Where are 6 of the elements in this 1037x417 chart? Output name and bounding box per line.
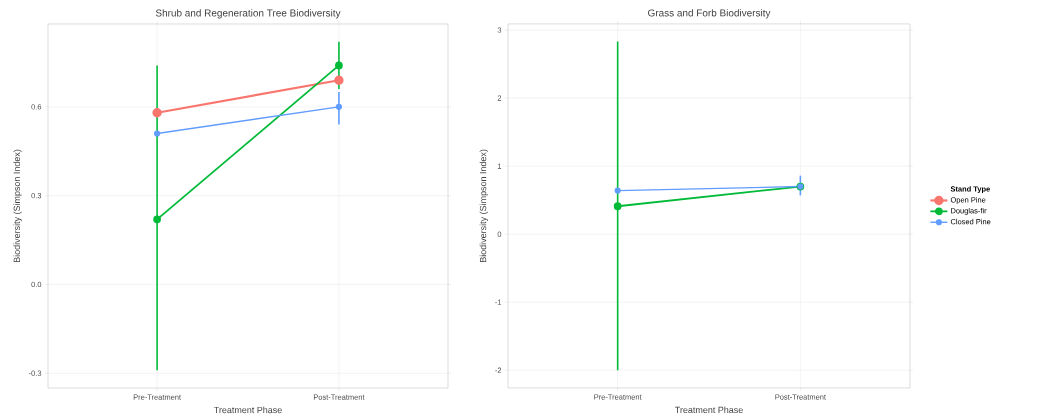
chart-title: Grass and Forb Biodiversity (648, 9, 771, 19)
x-axis-title: Treatment Phase (675, 406, 743, 414)
chart-title: Shrub and Regeneration Tree Biodiversity (155, 9, 341, 19)
y-axis-title: Biodiversity (Simpson Index) (479, 149, 489, 262)
y-axis-title: Biodiversity (Simpson Index) (13, 149, 22, 263)
x-axis-title: Treatment Phase (213, 406, 282, 414)
